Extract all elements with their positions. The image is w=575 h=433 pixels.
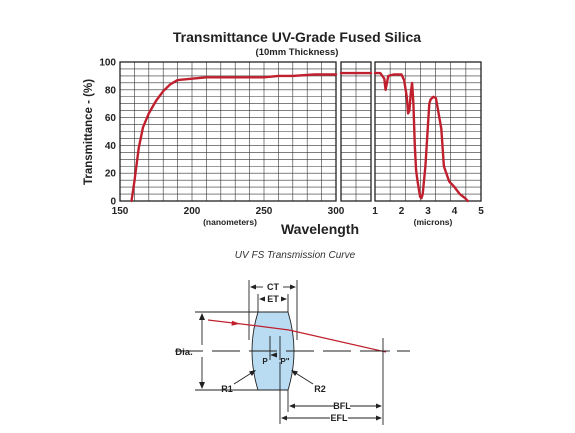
bfl-label: BFL (333, 401, 351, 411)
x-axis-label: Wavelength (281, 221, 359, 237)
microns-unit-label: (microns) (414, 217, 453, 227)
panel-mid-gap (339, 61, 373, 202)
y-tick-label: 60 (105, 113, 117, 124)
x-tick-label: 1 (372, 206, 378, 217)
series-line (373, 71, 469, 203)
panel-frame (119, 61, 337, 202)
outgoing-ray (288, 329, 387, 353)
x-tick-label: 2 (399, 206, 405, 217)
r2-arrow-icon (291, 370, 298, 376)
x-tick-label: 150 (112, 206, 129, 217)
r1-arrow-icon (249, 370, 256, 376)
x-tick-label: 200 (184, 206, 201, 217)
x-tick-label: 4 (452, 206, 458, 217)
bfl-arrow-left-icon (289, 403, 295, 409)
r1-leader (233, 371, 254, 385)
y-tick-label: 40 (105, 141, 117, 152)
y-tick-label: 80 (105, 85, 117, 96)
panel-frame (374, 61, 482, 202)
figure-caption: UV FS Transmission Curve (235, 250, 356, 261)
inside-ray (257, 325, 290, 331)
ray-arrow-icon (231, 320, 240, 326)
bfl-arrow-right-icon (376, 403, 382, 409)
et-label: ET (267, 294, 279, 304)
dia-arrow-down-icon (199, 382, 205, 389)
p-arrow-icon (270, 352, 277, 358)
lens-labels: CT ET Dia. P P" R1 R2 BFL EFL (175, 282, 351, 423)
y-tick-labels: 0 20 40 60 80 100 (99, 58, 116, 208)
efl-arrow-left-icon (281, 415, 287, 421)
lens-diagram (175, 280, 410, 425)
chart-title: Transmittance UV-Grade Fused Silica (173, 29, 421, 45)
ct-arrow-right-icon (290, 284, 296, 290)
transmittance-chart: Transmittance UV-Grade Fused Silica (10m… (83, 29, 484, 237)
ct-arrow-left-icon (250, 284, 256, 290)
p-prime-label: P" (280, 357, 289, 366)
x-tick-label: 300 (328, 206, 345, 217)
series-line (130, 73, 338, 203)
y-tick-label: 20 (105, 169, 117, 180)
efl-label: EFL (331, 413, 349, 423)
ct-label: CT (267, 282, 279, 292)
panel-microns: 1 2 3 4 5 (372, 61, 484, 217)
efl-arrow-right-icon (376, 415, 382, 421)
chart-subtitle: (10mm Thickness) (256, 47, 339, 58)
x-tick-label: 3 (425, 206, 431, 217)
r1-label: R1 (221, 384, 233, 394)
dia-label: Dia. (175, 347, 192, 358)
x-tick-label: 5 (478, 206, 484, 217)
panel-nanometers: 150 200 250 300 (112, 61, 345, 217)
et-arrow-right-icon (281, 296, 287, 302)
x-tick-label: 250 (256, 206, 273, 217)
r2-label: R2 (314, 384, 326, 394)
y-axis-label: Transmittance - (%) (83, 79, 95, 185)
dia-arrow-up-icon (199, 313, 205, 320)
y-tick-label: 100 (99, 58, 116, 69)
panel-frame (340, 61, 372, 202)
nanometers-unit-label: (nanometers) (203, 217, 257, 227)
r2-leader (293, 371, 314, 385)
y-tick-label: 0 (110, 197, 116, 208)
p-label: P (262, 357, 268, 366)
et-arrow-left-icon (259, 296, 265, 302)
